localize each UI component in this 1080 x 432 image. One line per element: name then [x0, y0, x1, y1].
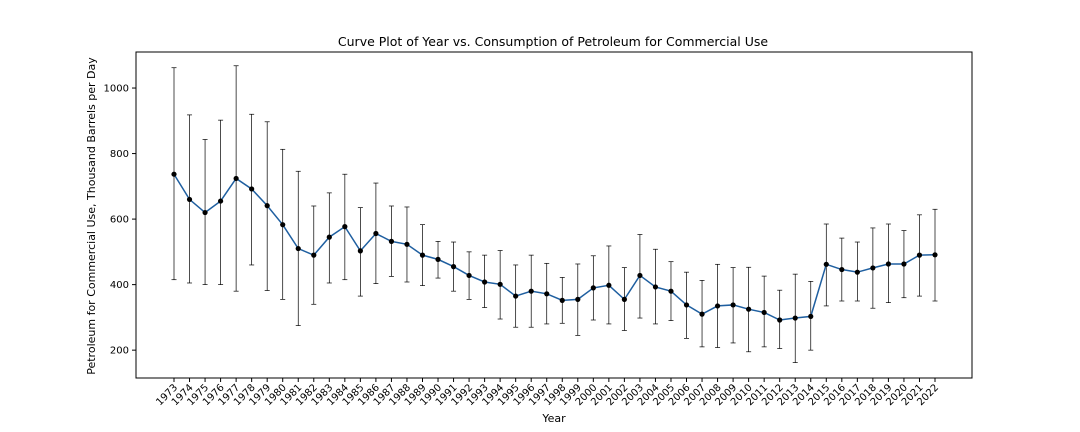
y-axis: 200 400 600 800 1000: [104, 84, 136, 357]
y-axis-label: Petroleum for Commercial Use, Thousand B…: [85, 57, 98, 375]
data-point: [621, 296, 627, 302]
y-tick-label: 1000: [104, 84, 129, 95]
plot-area-frame: [135, 51, 973, 379]
data-point: [311, 252, 317, 258]
data-point: [264, 203, 270, 209]
data-point: [683, 302, 690, 308]
data-point: [404, 241, 410, 247]
y-tick-label: 600: [110, 215, 129, 226]
data-point: [326, 234, 332, 240]
data-point: [668, 288, 674, 294]
data-point: [280, 222, 286, 228]
data-point: [342, 224, 348, 230]
data-point: [497, 281, 503, 287]
data-point: [419, 252, 426, 258]
data-point: [528, 288, 534, 294]
data-point: [652, 284, 659, 290]
data-point: [854, 269, 860, 275]
data-point: [885, 261, 892, 267]
data-point: [777, 317, 783, 323]
data-point: [761, 309, 767, 316]
data-point: [435, 256, 441, 262]
data-point: [839, 266, 845, 273]
x-axis: 1973197419751976197719781979198019811982…: [154, 378, 941, 408]
data-point: [544, 291, 550, 297]
data-point: [559, 297, 565, 303]
data-point: [916, 252, 923, 258]
data-point: [186, 196, 193, 203]
y-tick-label: 400: [110, 280, 129, 291]
data-point: [357, 248, 363, 254]
data-point: [171, 171, 177, 177]
y-tick-label: 200: [110, 346, 129, 357]
data-point: [730, 302, 736, 308]
data-point: [792, 315, 798, 321]
data-point: [870, 265, 876, 271]
data-points: [171, 171, 938, 323]
data-point: [606, 282, 612, 288]
data-point: [450, 264, 457, 270]
data-point: [901, 261, 907, 267]
y-tick-label: 800: [110, 149, 129, 160]
data-point: [513, 293, 519, 299]
error-bars: [171, 65, 938, 363]
data-point: [575, 296, 581, 302]
data-point: [746, 306, 752, 312]
data-point: [233, 175, 239, 182]
data-point: [482, 279, 488, 285]
data-point: [932, 252, 938, 258]
data-point: [249, 186, 255, 192]
data-point: [808, 313, 814, 320]
data-point: [637, 272, 643, 279]
data-point: [202, 209, 208, 216]
x-axis-label: Year: [541, 412, 566, 425]
data-point: [466, 272, 472, 279]
data-point: [823, 261, 829, 267]
data-point: [388, 238, 395, 244]
series-line: [173, 173, 936, 321]
data-point: [714, 303, 721, 309]
data-point: [373, 230, 379, 237]
data-point: [217, 198, 224, 204]
chart-title: Curve Plot of Year vs. Consumption of Pe…: [338, 34, 768, 49]
data-point: [590, 285, 596, 291]
data-point: [295, 245, 301, 252]
data-point: [699, 311, 705, 317]
